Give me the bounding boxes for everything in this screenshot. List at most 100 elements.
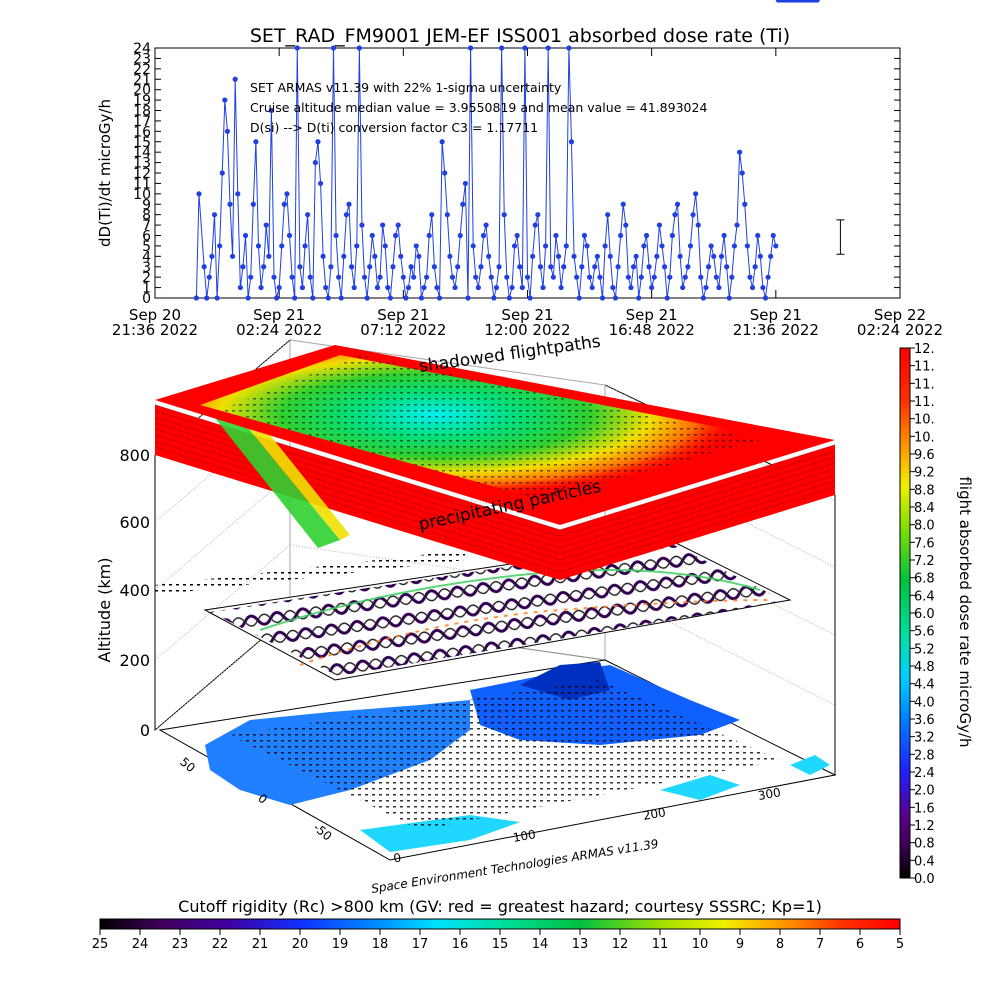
dose-rate-point — [354, 243, 360, 249]
dose-rate-point — [509, 284, 515, 291]
bottom-colorbar-tick-label: 23 — [172, 937, 189, 952]
dose-rate-point — [364, 295, 370, 301]
dose-rate-point — [403, 295, 409, 301]
dose-rate-point — [581, 232, 588, 239]
dose-rate-point — [605, 212, 611, 218]
x-tick-label-time: 16:48 2022 — [609, 321, 695, 339]
right-colorbar: 0.0 0.4 0.8 1.2 1.6 2.0 2.4 2.8 3.2 3.6 4.0 4.4 4.8 5… — [899, 342, 974, 887]
dose-rate-point — [664, 295, 670, 301]
bottom-colorbar-tick-label: 6 — [856, 937, 864, 952]
dose-rate-point — [553, 232, 559, 239]
dose-rate-point — [491, 295, 497, 301]
dose-rate-point — [356, 45, 362, 51]
dose-rate-point — [245, 295, 251, 301]
landmass-pacific — [790, 755, 830, 775]
dose-rate-point — [235, 191, 241, 197]
dose-rate-point — [524, 274, 531, 280]
right-colorbar-tick-label: 5.2 — [914, 642, 935, 657]
dose-rate-point — [744, 243, 750, 249]
dose-rate-point — [493, 284, 500, 291]
bottom-colorbar-tick-label: 9 — [736, 937, 744, 952]
longitude-tick-label: 200 — [642, 805, 667, 823]
dose-rate-point — [755, 232, 761, 239]
dose-rate-point — [201, 264, 207, 270]
dose-rate-point — [276, 284, 282, 291]
dose-rate-point — [361, 274, 368, 280]
dose-rate-point — [398, 253, 404, 259]
y-tick-label: 14 — [133, 145, 151, 161]
dose-rate-point — [242, 232, 249, 239]
dose-rate-point — [703, 284, 709, 291]
dose-rate-point — [372, 253, 378, 259]
dose-rate-point — [721, 232, 727, 239]
dose-rate-point — [636, 295, 642, 301]
bottom-colorbar-tick-label: 8 — [776, 937, 784, 952]
dose-rate-point — [545, 45, 551, 51]
dose-rate-point — [455, 264, 461, 270]
dose-rate-point — [535, 212, 541, 218]
bottom-colorbar-tick-label: 21 — [252, 937, 269, 952]
dose-rate-point — [377, 274, 383, 280]
dose-rate-point — [571, 253, 577, 259]
altitude-tick-label: 600 — [119, 513, 150, 532]
bottom-colorbar-fill — [99, 918, 901, 930]
right-colorbar-tick-label: 7.2 — [914, 554, 935, 569]
right-colorbar-tick-label: 8.4 — [914, 501, 935, 516]
dose-rate-point — [385, 284, 391, 291]
dose-rate-point — [429, 212, 435, 218]
dose-rate-point — [305, 212, 311, 218]
y-tick-label: 4 — [142, 249, 151, 265]
right-colorbar-tick-label: 0.0 — [914, 872, 935, 887]
map-track-overlay — [230, 680, 780, 830]
dose-rate-point — [217, 243, 223, 249]
altitude-tick-label: 400 — [119, 581, 150, 600]
dose-rate-point — [447, 253, 453, 259]
right-colorbar-tick-label: 1.2 — [914, 819, 935, 834]
slab-top-dots — [220, 355, 760, 500]
dose-rate-point — [747, 274, 753, 280]
dose-rate-point — [576, 295, 582, 301]
bottom-colorbar: Cutoff rigidity (Rc) >800 km (GV: red = … — [92, 897, 904, 952]
y-tick-label: 2 — [142, 270, 151, 286]
y-tick-label: 16 — [133, 124, 151, 140]
dose-rate-point — [211, 212, 218, 218]
dose-rate-point — [261, 264, 267, 270]
bottom-colorbar-tick-label: 12 — [612, 937, 629, 952]
dose-rate-point — [602, 243, 608, 249]
x-tick-label-date: Sep 21 — [253, 306, 305, 324]
dose-rate-point — [224, 128, 231, 134]
dose-rate-point — [625, 274, 631, 280]
bottom-colorbar-tick-label: 19 — [332, 937, 349, 952]
dose-rate-point — [501, 212, 507, 218]
dose-rate-point — [390, 264, 396, 270]
dose-rate-point — [405, 284, 412, 291]
x-tick-label-date: Sep 20 — [129, 306, 181, 324]
dose-rate-point — [586, 274, 593, 280]
dose-rate-point — [628, 284, 634, 291]
dose-rate-line — [195, 47, 777, 299]
dose-rate-point — [204, 295, 210, 301]
annotation-line: D(si) --> D(ti) conversion factor C3 = 1… — [250, 120, 538, 135]
dose-rate-point — [724, 264, 730, 270]
x-tick-label-time: 07:12 2022 — [360, 321, 446, 339]
dose-rate-point — [315, 139, 321, 145]
bottom-colorbar-tick-label: 20 — [292, 937, 309, 952]
dose-rate-point — [729, 274, 735, 280]
landmass-east — [660, 775, 740, 800]
annotation-line: SET ARMAS v11.39 with 22% 1-sigma uncert… — [250, 80, 562, 95]
dose-rate-point — [302, 243, 308, 249]
longitude-tick-label: 100 — [512, 827, 537, 845]
dose-rate-point — [618, 232, 624, 239]
dose-rate-point — [475, 284, 481, 291]
right-colorbar-tick-label: 10. — [914, 430, 935, 445]
x-tick-label-date: Sep 21 — [377, 306, 429, 324]
longitude-tick-label: 0 — [392, 851, 402, 866]
right-colorbar-label: flight absorbed dose rate microGy/h — [956, 476, 974, 747]
right-colorbar-tick-label: 3.2 — [914, 731, 935, 746]
dose-rate-point — [483, 222, 489, 228]
dose-rate-point — [292, 295, 298, 301]
latitude-tick-label: 50 — [177, 755, 198, 776]
orbit-black-band — [155, 550, 465, 595]
top-chart-title: SET_RAD_FM9001 JEM-EF ISS001 absorbed do… — [250, 25, 790, 47]
dose-rate-point — [731, 243, 738, 249]
